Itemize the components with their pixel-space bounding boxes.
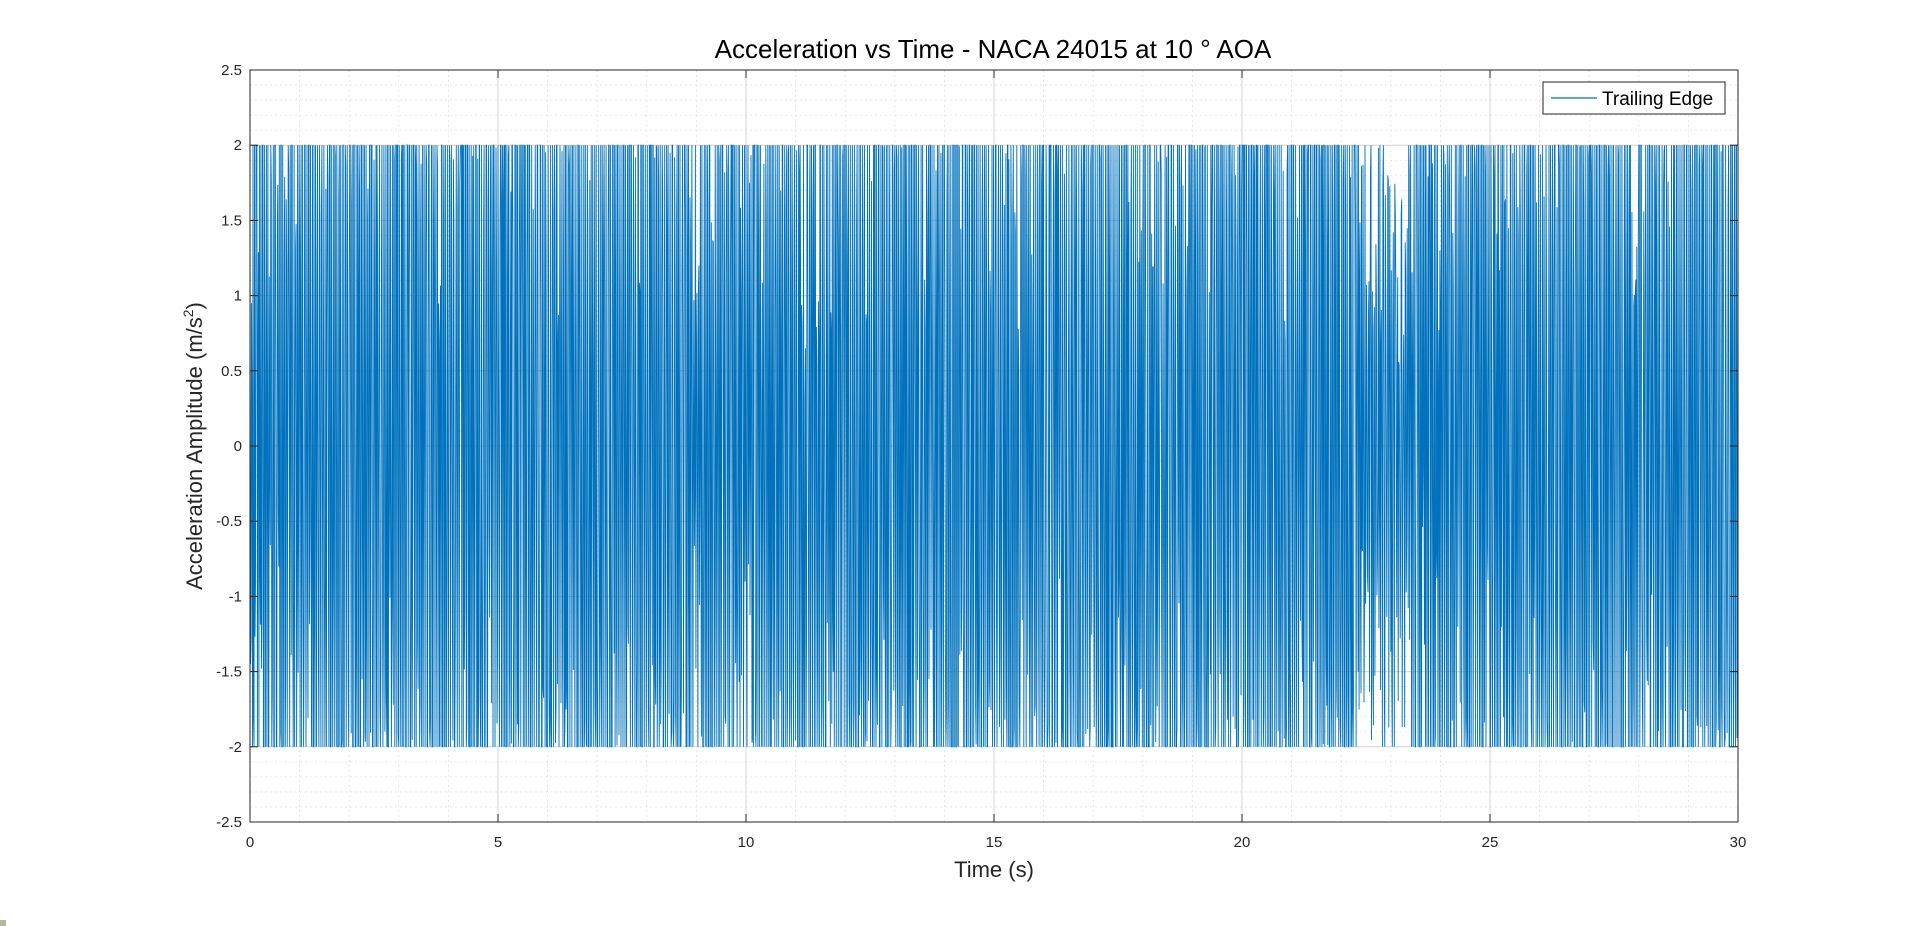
y-axis-title-main: Acceleration Amplitude (m/s xyxy=(182,317,207,590)
y-tick-label: 1.5 xyxy=(221,212,242,229)
y-tick-label: -2.5 xyxy=(216,814,242,831)
tick-marks xyxy=(249,69,1739,823)
y-axis-title: Acceleration Amplitude (m/s2) xyxy=(180,302,207,590)
x-tick-label: 0 xyxy=(246,834,254,851)
y-tick-label: 1 xyxy=(234,288,242,305)
x-tick-label: 30 xyxy=(1730,834,1747,851)
legend: Trailing Edge xyxy=(1542,81,1726,115)
series-layer xyxy=(249,143,1739,748)
y-tick-label: -0.5 xyxy=(216,513,242,530)
chart-title: Acceleration vs Time - NACA 24015 at 10 … xyxy=(715,34,1272,64)
plot-area xyxy=(249,69,1739,823)
y-tick-label: -1.5 xyxy=(216,664,242,681)
y-tick-labels: 2.5 2 1.5 1 0.5 0 -0.5 -1 -1.5 -2 -2.5 xyxy=(216,62,242,831)
y-axis-title-superscript: 2 xyxy=(180,309,196,317)
x-tick-label: 20 xyxy=(1234,834,1251,851)
x-tick-label: 5 xyxy=(494,834,502,851)
y-tick-label: 2 xyxy=(234,137,242,154)
x-axis-title: Time (s) xyxy=(954,857,1034,882)
y-tick-label: 2.5 xyxy=(221,62,242,79)
y-tick-label: 0.5 xyxy=(221,363,242,380)
x-tick-label: 10 xyxy=(738,834,755,851)
x-tick-label: 15 xyxy=(986,834,1003,851)
y-tick-label: -2 xyxy=(229,739,242,756)
x-tick-labels: 0 5 10 15 20 25 30 xyxy=(246,834,1747,851)
y-tick-label: 0 xyxy=(234,438,242,455)
y-tick-label: -1 xyxy=(229,588,242,605)
y-axis-title-close: ) xyxy=(182,302,207,309)
x-tick-label: 25 xyxy=(1482,834,1499,851)
window-corner-mark xyxy=(0,920,6,926)
legend-label-trailing-edge: Trailing Edge xyxy=(1602,89,1713,110)
series-line-trailing-edge xyxy=(249,143,1739,748)
